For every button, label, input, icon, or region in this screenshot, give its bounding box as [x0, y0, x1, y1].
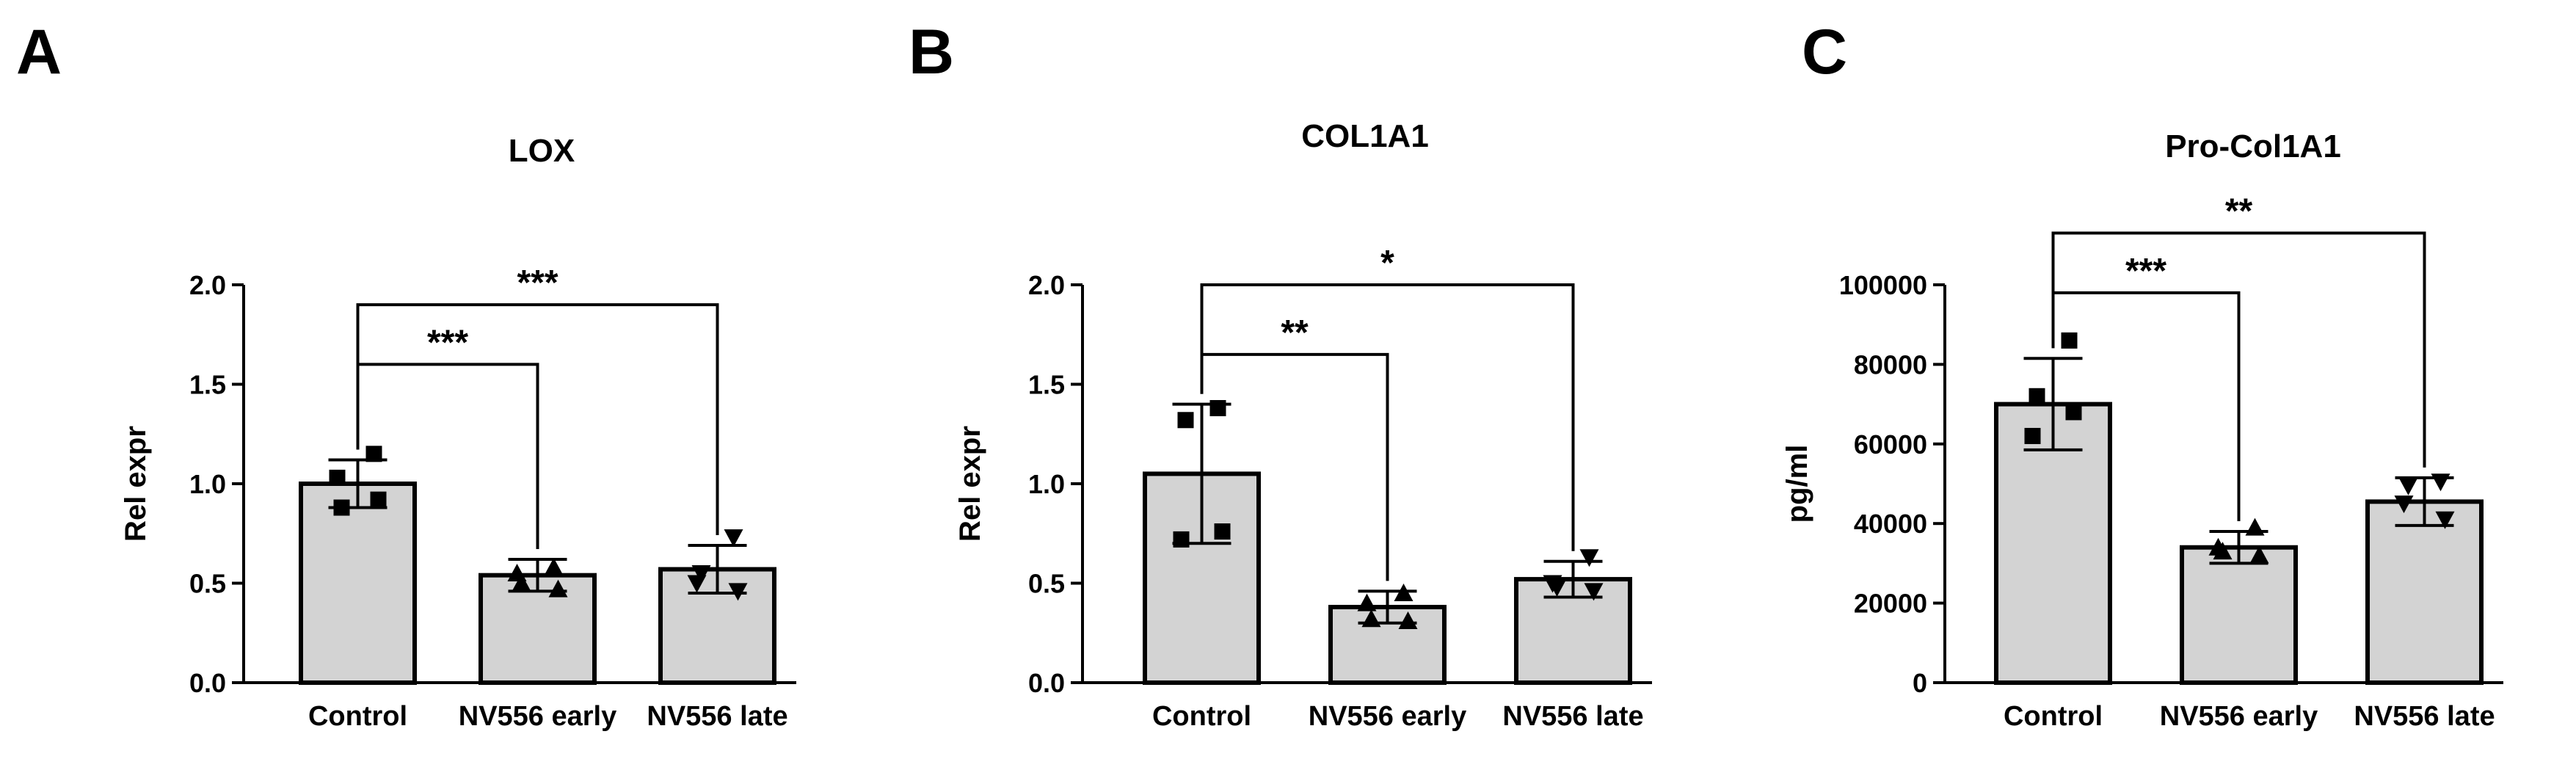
data-point: [2249, 545, 2269, 564]
significance-label: **: [1281, 313, 1309, 352]
data-point: [728, 583, 748, 601]
x-category-label: NV556 early: [1309, 701, 1467, 732]
data-point: [2029, 388, 2045, 404]
data-point: [724, 529, 743, 548]
y-tick-label: 0: [1913, 668, 1927, 698]
panel-letter: C: [1802, 17, 1847, 87]
significance-bracket: [1200, 283, 1575, 551]
y-tick-label: 0.0: [1028, 668, 1065, 698]
data-point: [1394, 584, 1413, 602]
data-point: [1173, 531, 1190, 548]
data-point: [2061, 332, 2078, 349]
data-point: [1177, 412, 1194, 429]
x-category-label: Control: [2004, 701, 2103, 732]
chart-panel-a: A LOX Rel expr 0.0 0.5 1.0 1.5 2.0 Control NV556 …: [16, 17, 796, 732]
y-tick-label: 0.0: [189, 668, 226, 698]
y-tick-label: 100000: [1839, 270, 1927, 300]
data-point: [1214, 523, 1231, 540]
panel-letter: A: [16, 17, 62, 87]
chart-title: Pro-Col1A1: [2165, 128, 2341, 164]
significance-label: ***: [2125, 252, 2166, 291]
data-point: [2398, 477, 2418, 495]
data-point: [544, 557, 564, 575]
data-point: [2435, 511, 2455, 529]
x-category-label: Control: [1152, 701, 1251, 732]
data-point: [2245, 518, 2265, 536]
y-tick-label: 1.5: [189, 370, 226, 400]
data-point: [687, 575, 707, 593]
data-point: [548, 579, 568, 598]
x-category-label: NV556 late: [2354, 701, 2495, 732]
significance-label: *: [1380, 244, 1394, 283]
data-point: [512, 573, 531, 592]
data-point: [1584, 583, 1604, 601]
y-tick-label: 2.0: [1028, 270, 1065, 300]
x-category-label: NV556 early: [459, 701, 617, 732]
y-tick-label: 1.5: [1028, 370, 1065, 400]
data-point: [2065, 404, 2082, 421]
data-point: [1209, 400, 1226, 417]
y-tick-label: 20000: [1854, 589, 1927, 619]
x-category-label: NV556 late: [647, 701, 787, 732]
data-point: [1361, 609, 1381, 628]
y-axis-label: pg/ml: [1781, 445, 1813, 523]
panel-letter: B: [909, 17, 954, 87]
x-category-label: NV556 early: [2160, 701, 2318, 732]
y-tick-label: 1.0: [189, 469, 226, 499]
x-category-label: NV556 late: [1502, 701, 1643, 732]
x-category-label: Control: [308, 701, 407, 732]
bar-nv556-late: [2365, 499, 2484, 686]
data-point: [1398, 611, 1418, 629]
y-tick-label: 2.0: [189, 270, 226, 300]
significance-bracket: [356, 303, 719, 536]
y-tick-label: 60000: [1854, 429, 1927, 460]
bar-control: [299, 482, 417, 685]
data-point: [329, 469, 346, 486]
bar-nv556-early: [2180, 545, 2298, 685]
data-point: [2024, 427, 2041, 444]
significance-label: ***: [427, 323, 468, 362]
chart-panel-b: B COL1A1 Rel expr 0.0 0.5 1.0 1.5 2.0 Control NV5…: [909, 17, 1652, 732]
chart-panel-c: C Pro-Col1A1 pg/ml 0 20000 40000 60000 80000 100…: [1781, 17, 2503, 732]
y-axis-label: Rel expr: [954, 426, 986, 542]
data-point: [1357, 593, 1377, 611]
significance-label: ***: [517, 264, 558, 302]
data-point: [1543, 575, 1562, 593]
y-tick-label: 0.5: [1028, 569, 1065, 599]
data-point: [507, 563, 527, 581]
data-point: [2394, 495, 2414, 514]
data-point: [691, 564, 711, 583]
significance-label: **: [2225, 192, 2253, 231]
significance-bracket: [2051, 231, 2426, 468]
data-point: [365, 446, 382, 462]
data-point: [2431, 473, 2451, 492]
data-point: [370, 491, 387, 508]
data-point: [333, 499, 350, 516]
y-tick-label: 0.5: [189, 569, 226, 599]
data-point: [1579, 549, 1599, 567]
y-axis-label: Rel expr: [120, 426, 152, 542]
chart-title: COL1A1: [1301, 118, 1429, 154]
y-tick-label: 40000: [1854, 509, 1927, 539]
data-point: [2208, 537, 2228, 556]
y-tick-label: 80000: [1854, 349, 1927, 380]
chart-title: LOX: [509, 133, 575, 169]
y-tick-label: 1.0: [1028, 469, 1065, 499]
